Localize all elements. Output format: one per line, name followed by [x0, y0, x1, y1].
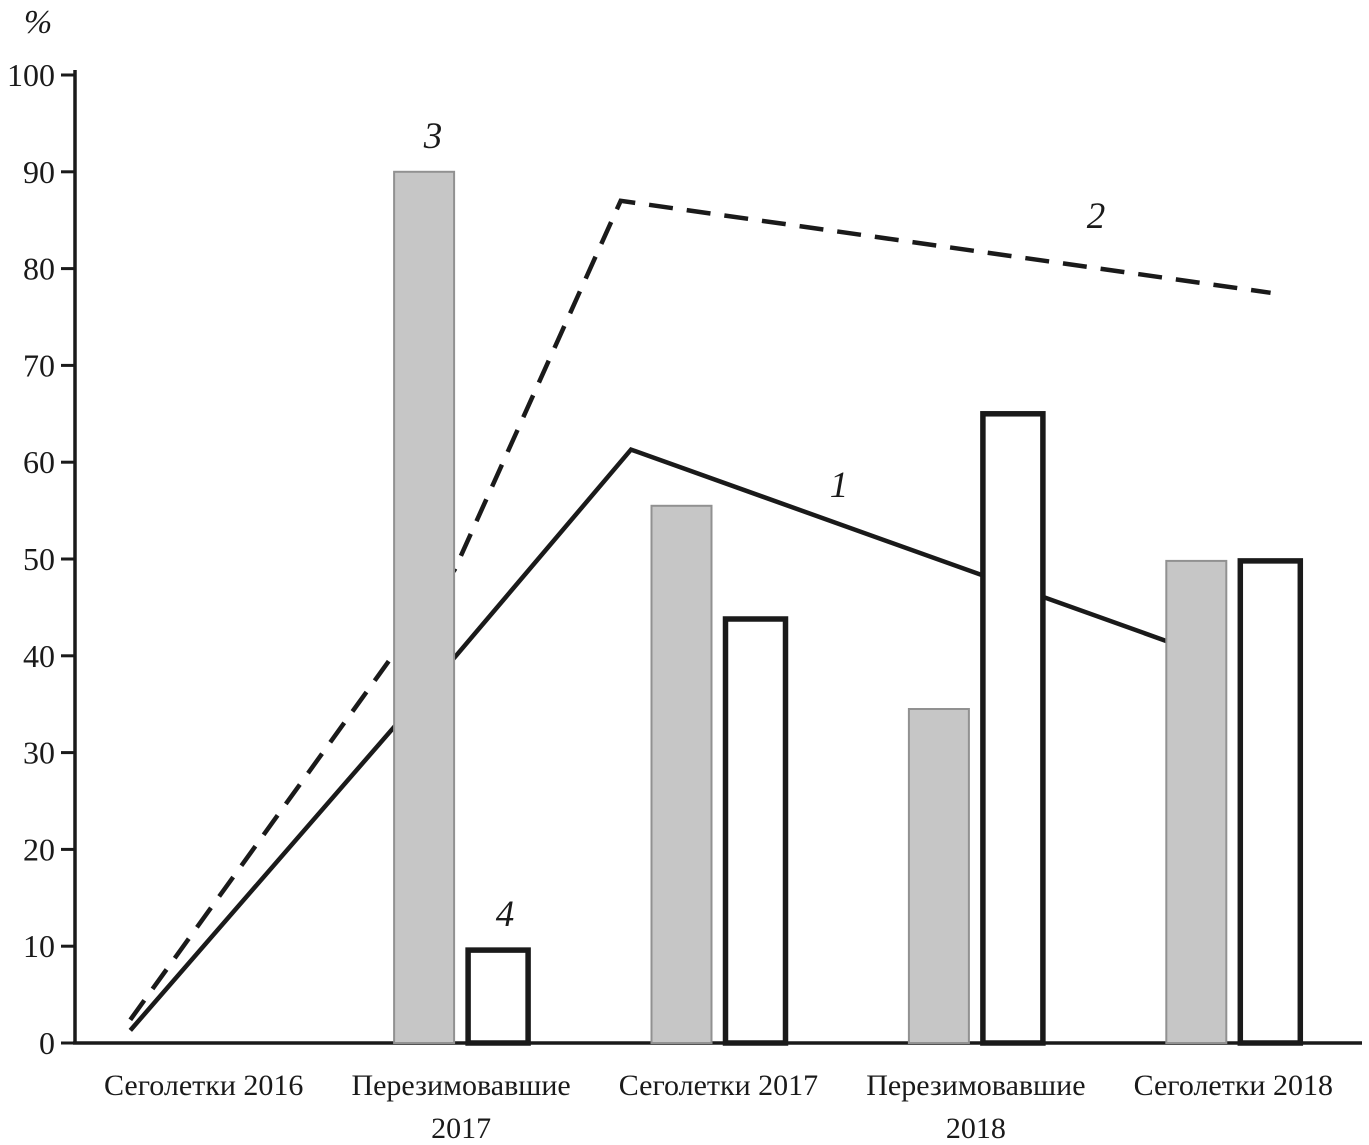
series-label-1: 1 [830, 465, 849, 506]
trend-line-1 [128, 446, 1182, 1032]
x-tick-label: Перезимовавшие [866, 1069, 1085, 1102]
series-label-3: 3 [423, 116, 443, 157]
y-tick-label: 0 [39, 1025, 55, 1061]
y-tick-label: 70 [23, 347, 55, 383]
bar-series4-cat2 [722, 616, 789, 1046]
bar-series4-cat1 [465, 947, 531, 1046]
y-tick-label: 40 [23, 638, 55, 674]
y-tick-label: 20 [23, 831, 55, 867]
y-tick-label: 50 [23, 541, 55, 577]
bar-series3-cat2 [650, 504, 713, 1044]
y-tick-label: 30 [23, 735, 55, 771]
bar-series4-cat4 [1237, 558, 1304, 1046]
bar-series3-cat1 [393, 170, 456, 1045]
x-tick-label: Сеголетки 2016 [104, 1069, 303, 1102]
x-tick-label: 2017 [431, 1112, 491, 1145]
y-tick-label: 10 [23, 928, 55, 964]
y-axis-unit-label: % [24, 4, 52, 41]
x-tick-label: 2018 [946, 1112, 1006, 1145]
trend-line-2 [128, 198, 1271, 1022]
x-tick-label: Сеголетки 2018 [1134, 1069, 1333, 1102]
y-tick-label: 80 [23, 251, 55, 287]
series-label-4: 4 [496, 894, 515, 935]
bar-series4-cat3 [980, 411, 1046, 1046]
bar-series3-cat3 [907, 708, 970, 1044]
x-tick-label: Перезимовавшие [351, 1069, 570, 1102]
x-tick-label: Сеголетки 2017 [619, 1069, 818, 1102]
y-tick-label: 60 [23, 444, 55, 480]
y-tick-label: 90 [23, 154, 55, 190]
bar-series3-cat4 [1165, 559, 1228, 1045]
y-tick-label: 100 [7, 57, 55, 93]
series-label-2: 2 [1087, 196, 1106, 237]
